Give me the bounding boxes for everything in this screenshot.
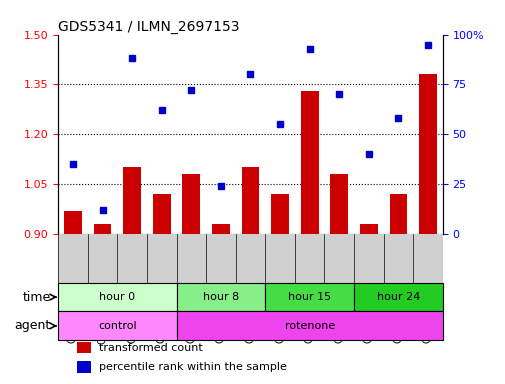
Bar [354,283,442,311]
Bar [271,194,288,234]
Bar [77,361,91,372]
Bar [182,174,200,234]
Bar [153,194,170,234]
Bar [58,283,176,311]
Text: percentile rank within the sample: percentile rank within the sample [98,362,286,372]
Bar [359,224,377,234]
Bar [241,167,259,234]
Text: hour 15: hour 15 [287,292,331,302]
Text: GDS5341 / ILMN_2697153: GDS5341 / ILMN_2697153 [58,20,239,33]
Text: time: time [22,291,50,304]
Bar [265,283,354,311]
Bar [389,194,407,234]
Bar [58,311,176,340]
Text: control: control [98,321,136,331]
Bar [123,167,141,234]
Bar [418,74,436,234]
Text: agent: agent [14,319,51,333]
Text: hour 8: hour 8 [203,292,238,302]
Text: transformed count: transformed count [98,343,202,353]
Bar [212,224,229,234]
Text: hour 24: hour 24 [376,292,419,302]
Text: hour 0: hour 0 [99,292,135,302]
Text: rotenone: rotenone [284,321,334,331]
Bar [176,283,265,311]
Bar [64,211,82,234]
Bar [77,342,91,353]
Bar [300,91,318,234]
Bar [330,174,347,234]
Bar [93,224,111,234]
Bar [176,311,442,340]
